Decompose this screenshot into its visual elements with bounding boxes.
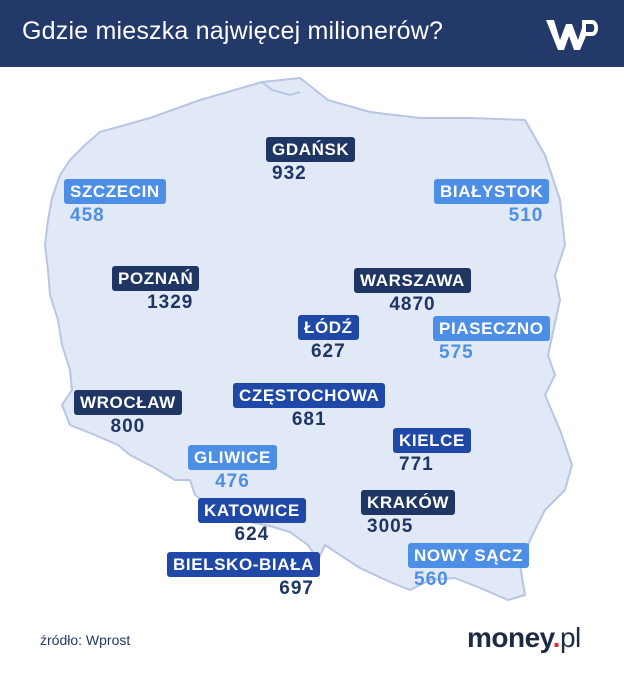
- city-label: KATOWICE: [198, 498, 306, 523]
- city-label: KIELCE: [393, 428, 471, 453]
- city-bialystok: BIAŁYSTOK 510: [434, 179, 550, 227]
- city-label: CZĘSTOCHOWA: [233, 383, 386, 408]
- source-note: źródło: Wprost: [40, 632, 131, 648]
- city-kielce: KIELCE 771: [393, 428, 471, 476]
- city-value: 476: [215, 471, 250, 492]
- wp-logo-icon: [546, 20, 598, 50]
- city-label: ŁÓDŹ: [298, 315, 359, 340]
- city-value: 510: [508, 205, 544, 226]
- city-value: 3005: [367, 516, 414, 537]
- city-value: 681: [291, 409, 327, 430]
- city-label: BIELSKO-BIAŁA: [167, 552, 320, 577]
- brand-tld: pl: [559, 622, 581, 653]
- city-label: WROCŁAW: [74, 390, 182, 415]
- city-label: GLIWICE: [188, 445, 277, 470]
- city-value: 458: [70, 205, 105, 226]
- city-lodz: ŁÓDŹ 627: [298, 315, 359, 363]
- city-value: 560: [414, 569, 449, 590]
- city-label: PIASECZNO: [433, 316, 550, 341]
- brand-main: money: [467, 622, 553, 653]
- city-value: 771: [399, 454, 434, 475]
- city-poznan: POZNAŃ 1329: [112, 266, 200, 314]
- city-piaseczno: PIASECZNO 575: [433, 316, 550, 364]
- city-value: 4870: [389, 294, 436, 315]
- header-bar: Gdzie mieszka najwięcej milionerów?: [0, 0, 624, 67]
- city-gliwice: GLIWICE 476: [188, 445, 277, 493]
- page-title: Gdzie mieszka najwięcej milionerów?: [22, 17, 444, 45]
- city-label: NOWY SĄCZ: [408, 543, 529, 568]
- city-nowy-sacz: NOWY SĄCZ 560: [408, 543, 529, 591]
- city-label: GDAŃSK: [266, 137, 356, 162]
- city-wroclaw: WROCŁAW 800: [74, 390, 182, 438]
- city-krakow: KRAKÓW 3005: [361, 490, 455, 538]
- city-label: SZCZECIN: [64, 179, 166, 204]
- city-value: 575: [439, 342, 474, 363]
- city-value: 697: [279, 578, 314, 599]
- city-szczecin: SZCZECIN 458: [64, 179, 166, 227]
- city-bielsko-biala: BIELSKO-BIAŁA 697: [167, 552, 320, 600]
- city-label: WARSZAWA: [354, 268, 471, 293]
- city-value: 1329: [147, 292, 194, 313]
- city-warszawa: WARSZAWA 4870: [354, 268, 471, 316]
- city-value: 932: [272, 163, 307, 184]
- money-pl-logo: money.pl: [467, 622, 581, 654]
- city-label: KRAKÓW: [361, 490, 455, 515]
- city-label: POZNAŃ: [112, 266, 200, 291]
- city-label: BIAŁYSTOK: [434, 179, 550, 204]
- city-gdansk: GDAŃSK 932: [266, 137, 356, 185]
- city-katowice: KATOWICE 624: [198, 498, 306, 546]
- city-value: 627: [310, 341, 346, 362]
- city-value: 624: [234, 524, 270, 545]
- city-value: 800: [110, 416, 146, 437]
- brand-dot: .: [552, 622, 561, 653]
- city-czestochowa: CZĘSTOCHOWA 681: [233, 383, 386, 431]
